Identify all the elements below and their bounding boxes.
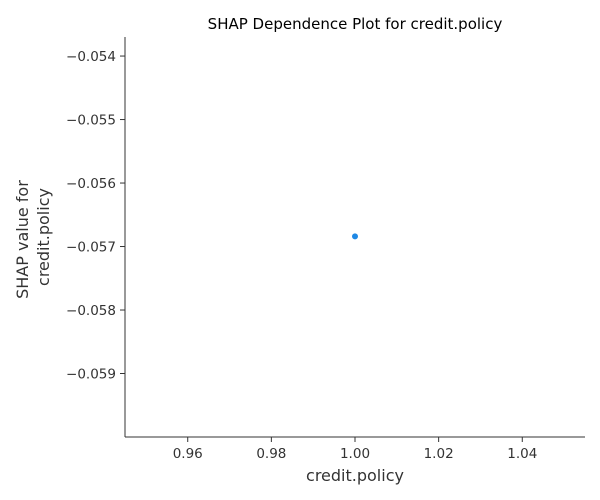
scatter-point — [352, 233, 358, 240]
y-tick-label: −0.056 — [66, 176, 116, 192]
chart-title: SHAP Dependence Plot for credit.policy — [208, 15, 503, 33]
x-tick-label: 1.00 — [340, 446, 370, 462]
y-axis-label-line-1: SHAP value for — [13, 180, 32, 299]
y-tick-label: −0.058 — [66, 303, 116, 319]
x-tick-label: 0.98 — [256, 446, 286, 462]
x-tick-label: 1.02 — [424, 446, 454, 462]
y-tick-label: −0.057 — [66, 240, 116, 256]
y-axis-ticks: −0.054 −0.055 −0.056 −0.057 −0.058 −0.059 — [66, 49, 125, 383]
x-tick-label: 1.04 — [507, 446, 537, 462]
y-axis-label-line-2: credit.policy — [34, 188, 53, 286]
x-tick-label: 0.96 — [173, 446, 203, 462]
y-tick-label: −0.054 — [66, 49, 116, 65]
y-tick-label: −0.055 — [66, 113, 116, 129]
y-tick-label: −0.059 — [66, 367, 116, 383]
y-axis-label: SHAP value for credit.policy — [13, 175, 53, 299]
scatter-points — [352, 233, 358, 240]
x-axis-label: credit.policy — [306, 466, 404, 485]
x-axis-ticks: 0.96 0.98 1.00 1.02 1.04 — [173, 437, 537, 462]
